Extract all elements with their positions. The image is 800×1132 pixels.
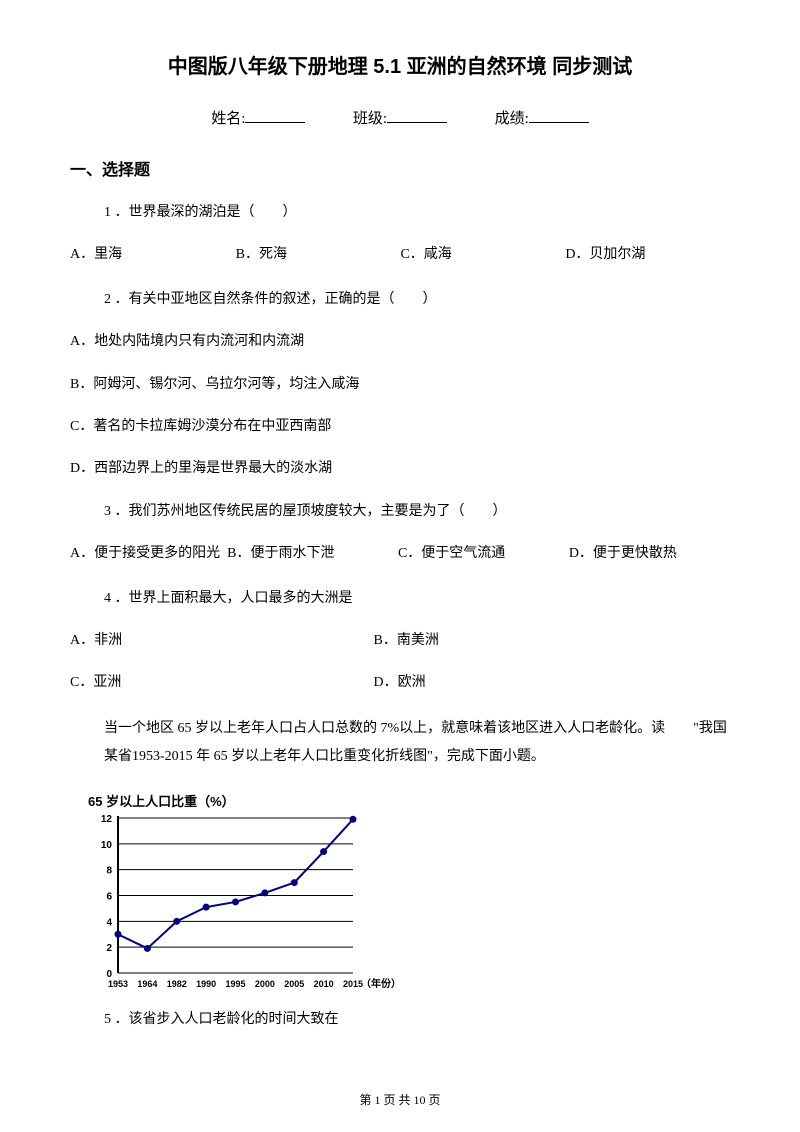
page: 中图版八年级下册地理 5.1 亚洲的自然环境 同步测试 姓名: 班级: 成绩: … xyxy=(0,0,800,1132)
q1-opt-c: C．咸海 xyxy=(400,247,451,262)
footer-suffix: 页 xyxy=(426,1093,441,1107)
q2-opt-b: B．阿姆河、锡尔河、乌拉尔河等，均注入咸海 xyxy=(70,374,730,396)
q1-opt-a: A．里海 xyxy=(70,247,122,262)
q3-opt-a: A．便于接受更多的阳光 xyxy=(70,546,220,561)
chart-container: 65 岁以上人口比重（%） 02468101219531964198219901… xyxy=(88,791,730,995)
q1-opt-b: B．死海 xyxy=(236,247,287,262)
svg-text:1964: 1964 xyxy=(137,979,157,989)
q3-stem: 3 ．我们苏州地区传统民居的屋顶坡度较大，主要是为了（ ） xyxy=(70,501,730,523)
class-label: 班级: xyxy=(353,111,387,127)
svg-text:1953: 1953 xyxy=(108,979,128,989)
q3-opt-c: C．便于空气流通 xyxy=(398,546,505,561)
svg-text:2005: 2005 xyxy=(284,979,304,989)
svg-text:2: 2 xyxy=(106,943,112,954)
q1-opt-d: D．贝加尔湖 xyxy=(565,247,645,262)
page-footer: 第 1 页 共 10 页 xyxy=(0,1091,800,1108)
svg-text:8: 8 xyxy=(106,865,112,876)
q2-stem: 2 ．有关中亚地区自然条件的叙述，正确的是（ ） xyxy=(70,289,730,311)
q4-stem: 4 ．世界上面积最大，人口最多的大洲是 xyxy=(70,588,730,610)
line-chart: 0246810121953196419821990199520002005201… xyxy=(88,812,403,995)
q4-opt-c: C．亚洲 xyxy=(70,672,370,694)
svg-text:（年份）: （年份） xyxy=(361,977,401,990)
class-blank[interactable] xyxy=(387,108,447,123)
score-label: 成绩: xyxy=(495,111,529,127)
q5-stem: 5 ．该省步入人口老龄化的时间大致在 xyxy=(70,1009,730,1031)
svg-text:10: 10 xyxy=(101,840,113,851)
q2-options: A．地处内陆境内只有内流河和内流湖 B．阿姆河、锡尔河、乌拉尔河等，均注入咸海 … xyxy=(70,331,730,481)
q2-opt-d: D．西部边界上的里海是世界最大的淡水湖 xyxy=(70,458,730,480)
svg-text:2000: 2000 xyxy=(255,979,275,989)
footer-prefix: 第 xyxy=(359,1093,374,1107)
q4-row1: A．非洲 B．南美洲 xyxy=(70,630,730,652)
section-1-header: 一、选择题 xyxy=(70,156,730,180)
q3-opt-b: B．便于雨水下泄 xyxy=(227,546,334,561)
q1-options: A．里海 B．死海 C．咸海 D．贝加尔湖 xyxy=(70,244,730,266)
footer-mid: 页 共 xyxy=(380,1093,413,1107)
q2-opt-a: A．地处内陆境内只有内流河和内流湖 xyxy=(70,331,730,353)
exam-title: 中图版八年级下册地理 5.1 亚洲的自然环境 同步测试 xyxy=(70,50,730,79)
svg-text:6: 6 xyxy=(106,891,112,902)
student-info-line: 姓名: 班级: 成绩: xyxy=(70,107,730,128)
q4-opt-a: A．非洲 xyxy=(70,630,370,652)
passage-text: 当一个地区 65 岁以上老年人口占人口总数的 7%以上，就意味着该地区进入人口老… xyxy=(70,715,730,771)
name-label: 姓名: xyxy=(211,111,245,127)
svg-text:12: 12 xyxy=(101,814,113,825)
q3-opt-d: D．便于更快散热 xyxy=(569,546,677,561)
svg-text:2010: 2010 xyxy=(314,979,334,989)
score-blank[interactable] xyxy=(529,108,589,123)
q4-opt-d: D．欧洲 xyxy=(374,675,426,690)
q4-opt-b: B．南美洲 xyxy=(374,633,439,648)
footer-total: 10 xyxy=(414,1093,426,1107)
q4-row2: C．亚洲 D．欧洲 xyxy=(70,672,730,694)
name-blank[interactable] xyxy=(245,108,305,123)
svg-text:2015: 2015 xyxy=(343,979,363,989)
q3-options: A．便于接受更多的阳光 B．便于雨水下泄 C．便于空气流通 D．便于更快散热 xyxy=(70,543,730,565)
chart-title: 65 岁以上人口比重（%） xyxy=(88,791,730,810)
q1-stem: 1 ．世界最深的湖泊是（ ） xyxy=(70,202,730,224)
q2-opt-c: C．著名的卡拉库姆沙漠分布在中亚西南部 xyxy=(70,416,730,438)
svg-text:1990: 1990 xyxy=(196,979,216,989)
svg-text:1982: 1982 xyxy=(167,979,187,989)
svg-text:1995: 1995 xyxy=(225,979,245,989)
svg-text:4: 4 xyxy=(106,917,112,928)
